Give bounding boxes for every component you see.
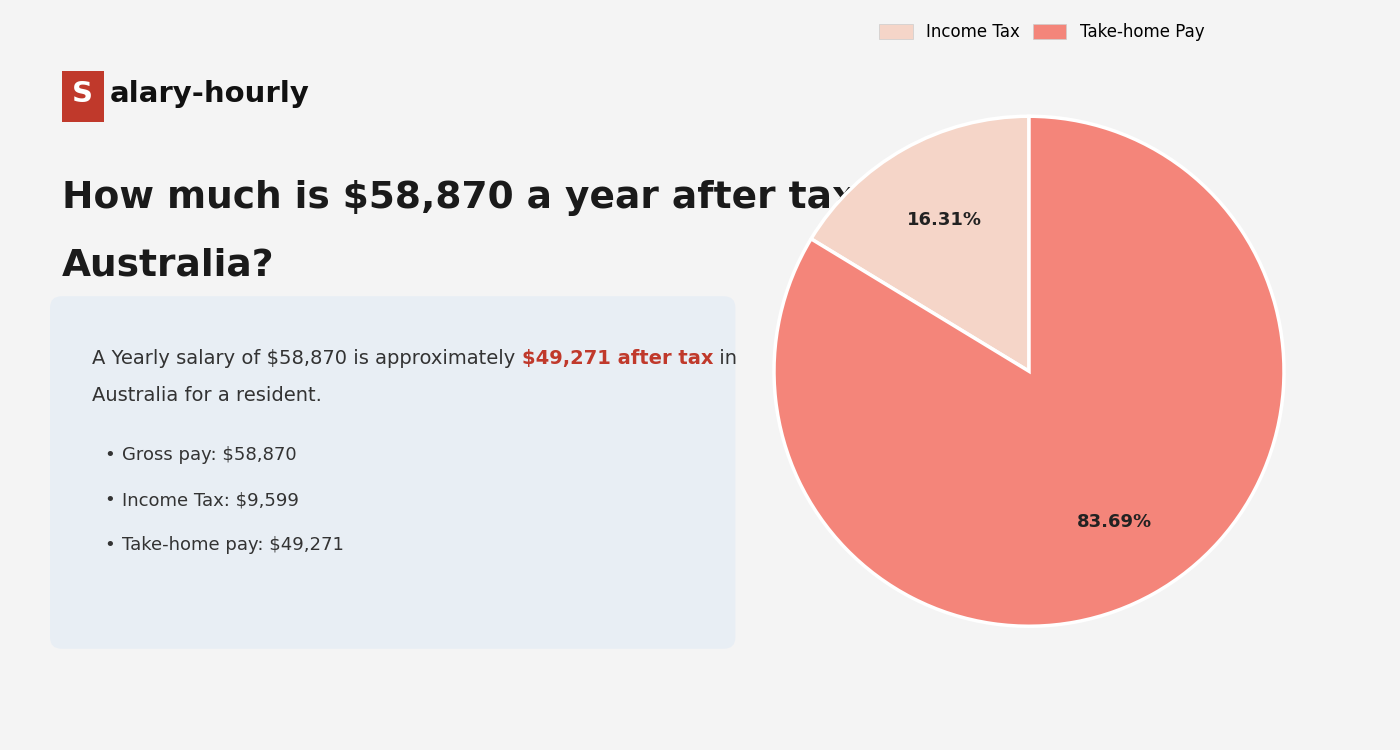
Text: Australia?: Australia?	[62, 248, 274, 284]
Text: •: •	[104, 446, 115, 464]
Text: Income Tax: $9,599: Income Tax: $9,599	[122, 491, 298, 509]
Text: Take-home pay: $49,271: Take-home pay: $49,271	[122, 536, 343, 554]
Text: •: •	[104, 491, 115, 509]
Text: Australia for a resident.: Australia for a resident.	[92, 386, 322, 405]
Text: $49,271 after tax: $49,271 after tax	[522, 349, 714, 368]
FancyBboxPatch shape	[50, 296, 735, 649]
Text: in: in	[714, 349, 738, 368]
Text: S: S	[73, 80, 94, 108]
Text: Gross pay: $58,870: Gross pay: $58,870	[122, 446, 297, 464]
Text: •: •	[104, 536, 115, 554]
Text: alary-hourly: alary-hourly	[109, 80, 309, 108]
Text: 16.31%: 16.31%	[906, 211, 981, 229]
Text: 83.69%: 83.69%	[1077, 514, 1152, 532]
Text: How much is $58,870 a year after tax in: How much is $58,870 a year after tax in	[62, 180, 909, 216]
Text: A Yearly salary of $58,870 is approximately: A Yearly salary of $58,870 is approximat…	[92, 349, 522, 368]
Wedge shape	[774, 116, 1284, 626]
Legend: Income Tax, Take-home Pay: Income Tax, Take-home Pay	[872, 16, 1211, 47]
FancyBboxPatch shape	[62, 70, 104, 122]
Wedge shape	[811, 116, 1029, 371]
